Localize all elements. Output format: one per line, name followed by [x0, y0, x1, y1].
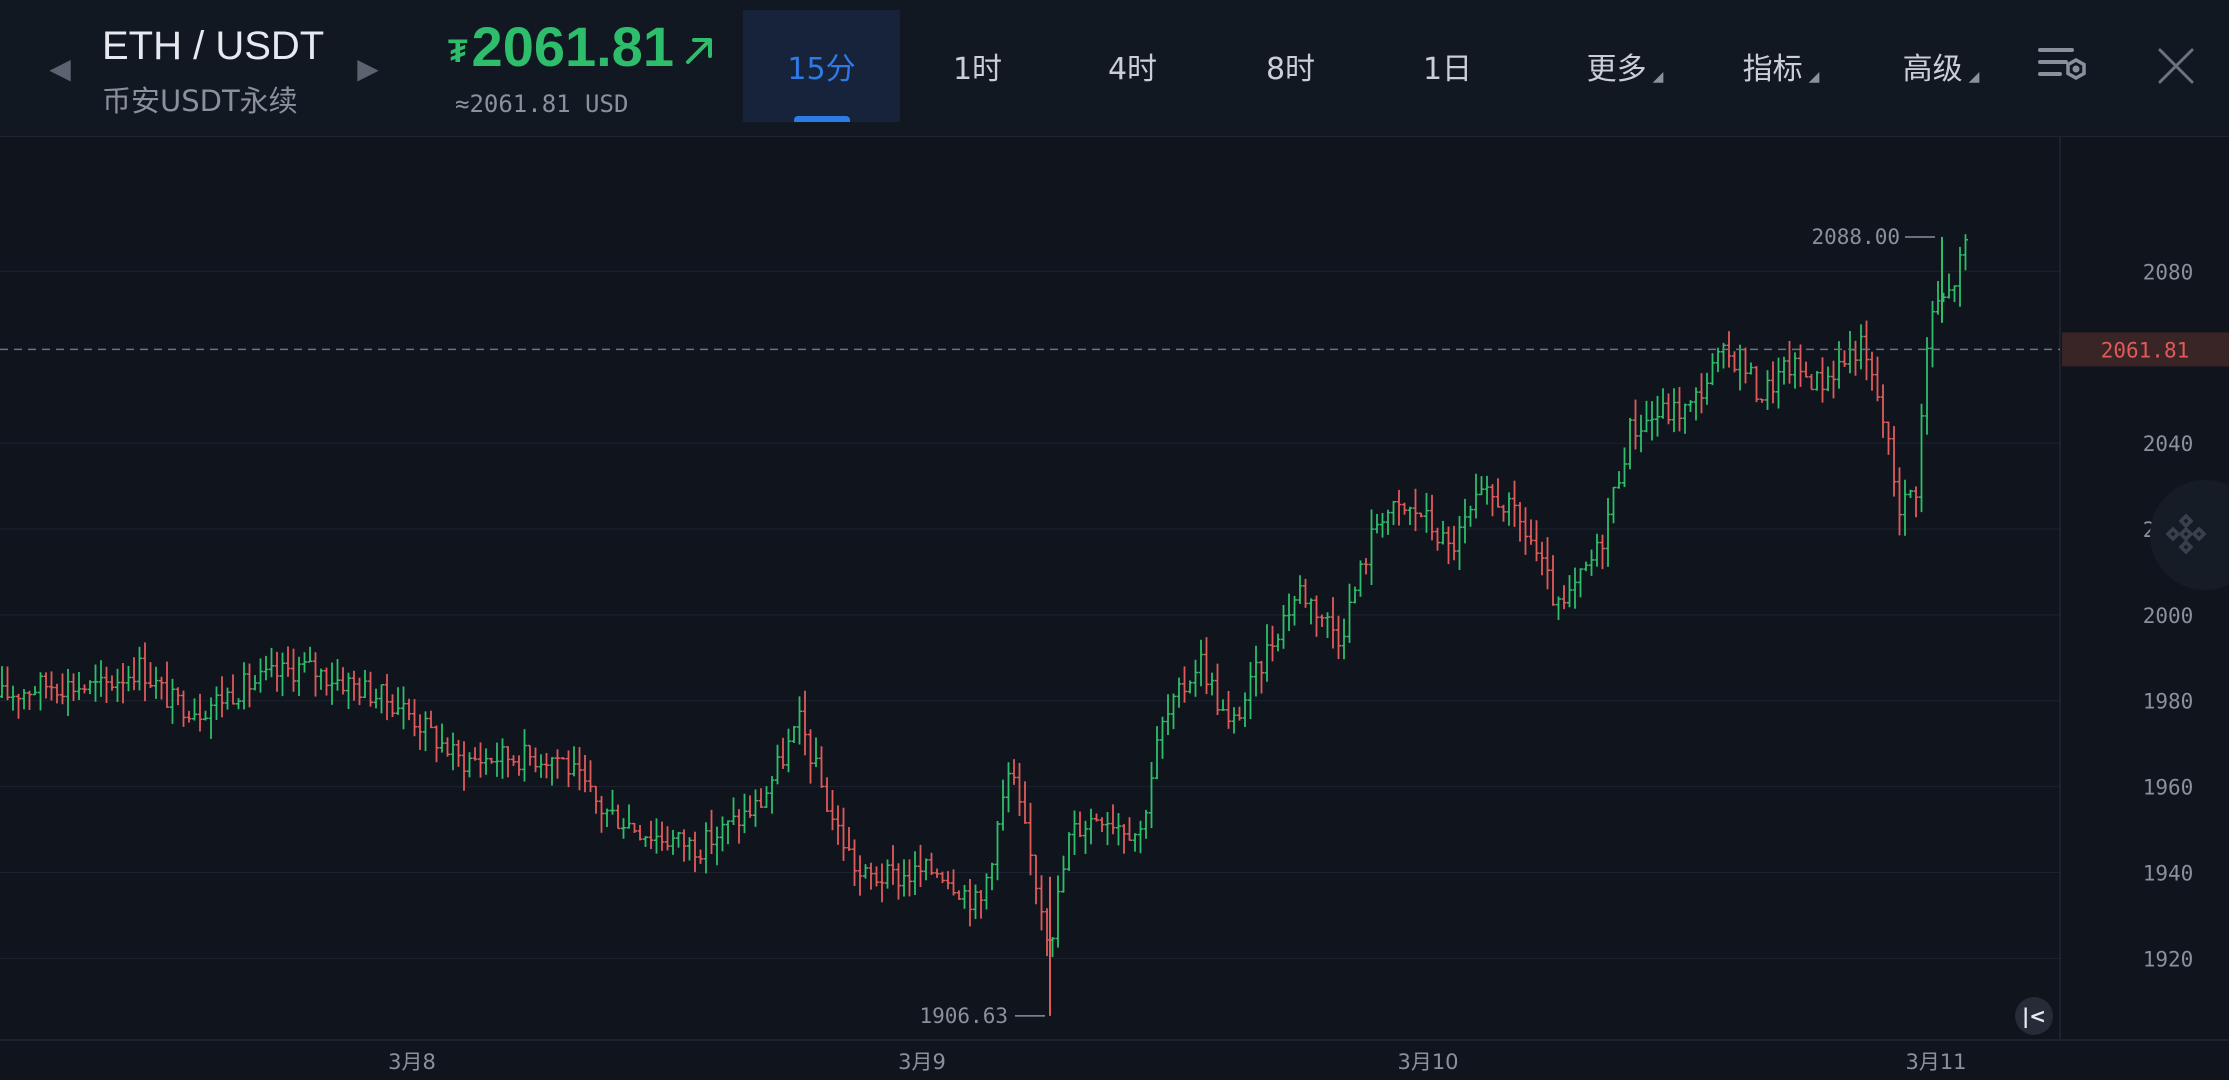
- y-tick-label: 1940: [2143, 862, 2194, 886]
- y-tick-label: 1980: [2143, 690, 2194, 714]
- pair-title[interactable]: ETH / USDT: [102, 24, 325, 68]
- tab-1h[interactable]: 1时: [920, 10, 1035, 122]
- pair-subtitle: 币安USDT永续: [102, 84, 298, 118]
- x-tick-label: 3月9: [898, 1050, 946, 1074]
- tab-8h[interactable]: 8时: [1233, 10, 1348, 122]
- y-tick-label: 1960: [2143, 776, 2194, 800]
- tab-label: 更多: [1586, 52, 1647, 87]
- arrow-up-right-icon: [686, 38, 712, 64]
- y-tick-label: 2000: [2143, 604, 2194, 628]
- tab-label: 1日: [1422, 52, 1473, 87]
- tab-label: 4时: [1107, 52, 1158, 87]
- tab-label: 1时: [952, 52, 1003, 87]
- tab-15m[interactable]: 15分: [743, 10, 900, 122]
- current-price-label: 2061.81: [2101, 338, 2190, 362]
- tab-4h[interactable]: 4时: [1075, 10, 1190, 122]
- price-usd: ≈2061.81 USD: [455, 90, 629, 118]
- y-tick-label: 1920: [2143, 947, 2194, 971]
- tab-label: 高级: [1902, 52, 1963, 87]
- tab-label: 8时: [1265, 52, 1316, 87]
- jump-to-latest-button[interactable]: |<: [2015, 997, 2053, 1035]
- x-tick-label: 3月11: [1905, 1050, 1966, 1074]
- y-tick-label: 2080: [2143, 260, 2194, 284]
- x-tick-label: 3月8: [388, 1050, 436, 1074]
- caret-down-icon: ◢: [1652, 69, 1664, 85]
- jump-to-latest-icon: |<: [2021, 1004, 2047, 1028]
- chevron-left-icon[interactable]: ◀: [49, 51, 71, 85]
- tab-1d[interactable]: 1日: [1390, 10, 1505, 122]
- more-dropdown[interactable]: 更多 ◢: [1560, 10, 1690, 122]
- low-price-label: 1906.63: [919, 1004, 1008, 1028]
- active-tab-indicator: [793, 116, 850, 122]
- caret-down-icon: ◢: [1968, 69, 1980, 85]
- tab-label: 指标: [1742, 52, 1803, 87]
- caret-down-icon: ◢: [1808, 69, 1820, 85]
- indicators-dropdown[interactable]: 指标 ◢: [1716, 10, 1846, 122]
- close-icon[interactable]: [2156, 46, 2196, 86]
- advanced-dropdown[interactable]: 高级 ◢: [1876, 10, 2006, 122]
- binance-logo-icon: [2165, 513, 2207, 555]
- x-tick-label: 3月10: [1397, 1050, 1458, 1074]
- top-toolbar: ◀ ETH / USDT 币安USDT永续 ▶ ₮2061.81 ≈2061.8…: [0, 0, 2229, 137]
- y-tick-label: 2040: [2143, 432, 2194, 456]
- tab-label: 15分: [787, 52, 856, 87]
- high-price-label: 2088.00: [1811, 225, 1900, 249]
- last-price-value: 2061.81: [471, 15, 674, 78]
- currency-symbol: ₮: [448, 32, 468, 69]
- candlestick-chart[interactable]: 208020402020200019801960194019203月83月93月…: [0, 137, 2229, 1080]
- chart-settings-icon[interactable]: [2036, 42, 2090, 88]
- current-price-tag: [2062, 332, 2229, 367]
- last-price: ₮2061.81: [448, 14, 674, 79]
- chevron-right-icon[interactable]: ▶: [357, 51, 379, 85]
